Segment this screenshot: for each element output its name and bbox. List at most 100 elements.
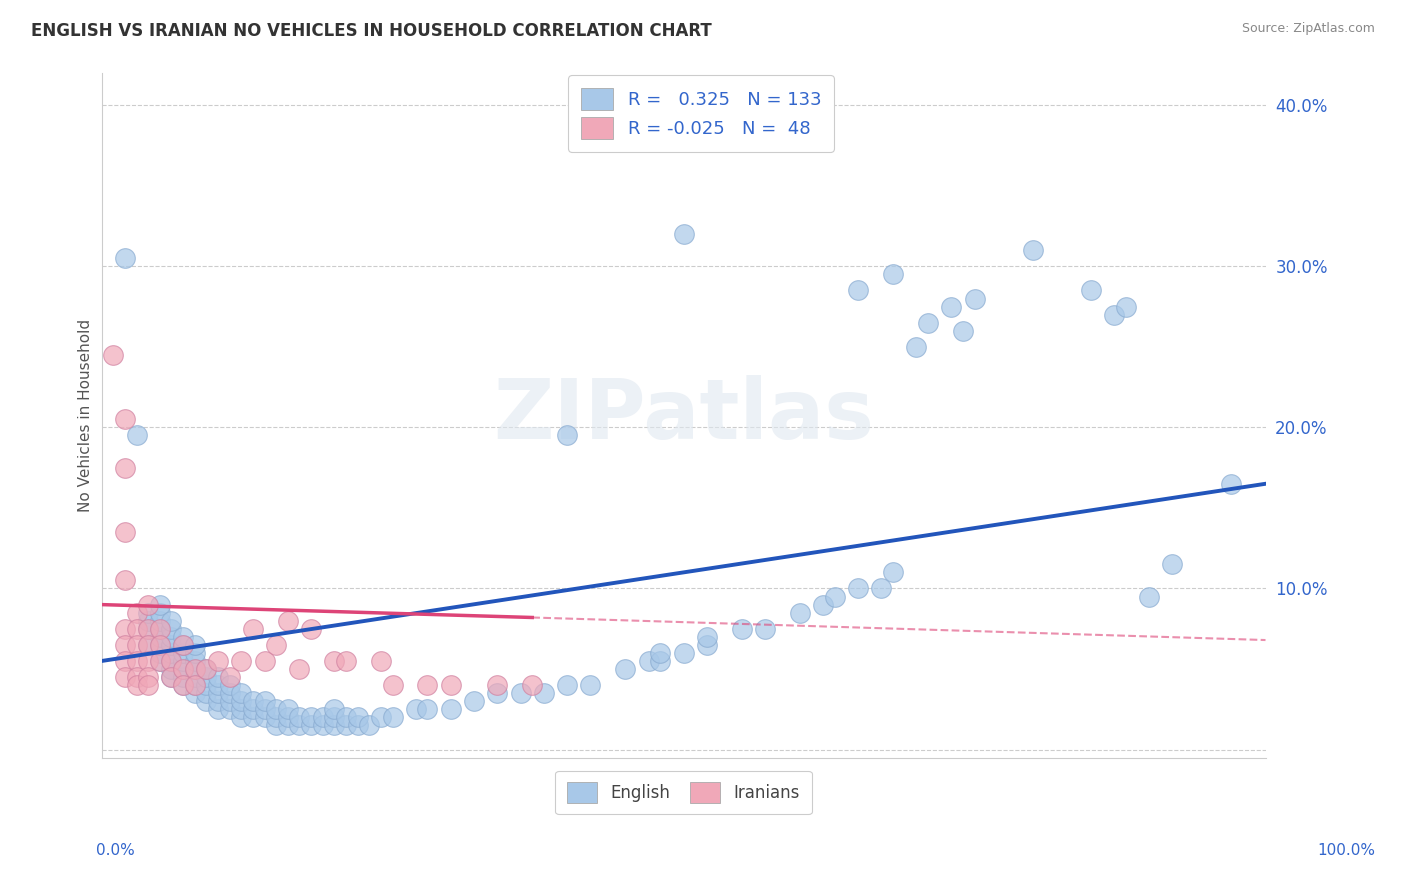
Point bbox=[672, 227, 695, 241]
Point bbox=[195, 686, 218, 700]
Point bbox=[882, 566, 904, 580]
Point bbox=[637, 654, 659, 668]
Text: 0.0%: 0.0% bbox=[96, 843, 135, 858]
Text: ZIPatlas: ZIPatlas bbox=[494, 375, 875, 456]
Point bbox=[114, 622, 136, 636]
Point bbox=[149, 598, 172, 612]
Point bbox=[416, 702, 439, 716]
Point bbox=[136, 670, 159, 684]
Point bbox=[125, 678, 148, 692]
Point bbox=[149, 654, 172, 668]
Point bbox=[870, 582, 893, 596]
Point bbox=[114, 252, 136, 266]
Point bbox=[136, 622, 159, 636]
Point bbox=[555, 428, 578, 442]
Point bbox=[218, 678, 240, 692]
Point bbox=[160, 654, 183, 668]
Point bbox=[195, 678, 218, 692]
Point bbox=[522, 678, 544, 692]
Legend: English, Iranians: English, Iranians bbox=[555, 771, 811, 814]
Point bbox=[136, 638, 159, 652]
Point bbox=[335, 718, 357, 732]
Point bbox=[346, 710, 368, 724]
Point bbox=[183, 686, 205, 700]
Point bbox=[218, 702, 240, 716]
Point bbox=[136, 614, 159, 628]
Point bbox=[136, 622, 159, 636]
Point bbox=[207, 702, 229, 716]
Point bbox=[824, 590, 846, 604]
Point bbox=[207, 686, 229, 700]
Point bbox=[103, 348, 125, 362]
Point bbox=[149, 646, 172, 660]
Point bbox=[149, 630, 172, 644]
Point bbox=[242, 694, 264, 708]
Point bbox=[183, 678, 205, 692]
Point bbox=[288, 710, 311, 724]
Point bbox=[370, 654, 392, 668]
Point bbox=[253, 710, 276, 724]
Point bbox=[195, 662, 218, 676]
Point bbox=[1161, 558, 1184, 572]
Point bbox=[172, 638, 194, 652]
Point bbox=[160, 630, 183, 644]
Point bbox=[1080, 284, 1102, 298]
Point bbox=[253, 694, 276, 708]
Point bbox=[486, 686, 509, 700]
Point bbox=[579, 678, 602, 692]
Point bbox=[172, 670, 194, 684]
Point bbox=[754, 622, 776, 636]
Point bbox=[172, 654, 194, 668]
Point bbox=[650, 654, 672, 668]
Point bbox=[160, 614, 183, 628]
Point bbox=[172, 638, 194, 652]
Point bbox=[136, 678, 159, 692]
Point bbox=[253, 702, 276, 716]
Point bbox=[136, 606, 159, 620]
Point bbox=[917, 316, 939, 330]
Point bbox=[381, 710, 404, 724]
Point bbox=[533, 686, 555, 700]
Point bbox=[149, 622, 172, 636]
Point bbox=[312, 710, 335, 724]
Point bbox=[114, 670, 136, 684]
Point bbox=[264, 718, 287, 732]
Point bbox=[941, 300, 963, 314]
Point bbox=[207, 654, 229, 668]
Point bbox=[277, 718, 299, 732]
Point bbox=[114, 525, 136, 540]
Point bbox=[264, 710, 287, 724]
Point bbox=[672, 646, 695, 660]
Point bbox=[195, 662, 218, 676]
Point bbox=[696, 638, 718, 652]
Point bbox=[813, 598, 835, 612]
Point bbox=[277, 614, 299, 628]
Point bbox=[1115, 300, 1137, 314]
Point bbox=[231, 702, 253, 716]
Point bbox=[183, 638, 205, 652]
Point bbox=[335, 654, 357, 668]
Point bbox=[614, 662, 637, 676]
Point bbox=[160, 670, 183, 684]
Point bbox=[242, 710, 264, 724]
Point bbox=[149, 638, 172, 652]
Point bbox=[789, 606, 811, 620]
Point bbox=[731, 622, 754, 636]
Point bbox=[183, 646, 205, 660]
Point bbox=[416, 678, 439, 692]
Point bbox=[335, 710, 357, 724]
Point bbox=[323, 702, 346, 716]
Point bbox=[288, 662, 311, 676]
Point bbox=[299, 718, 322, 732]
Point bbox=[405, 702, 427, 716]
Point bbox=[149, 606, 172, 620]
Point bbox=[231, 686, 253, 700]
Point bbox=[486, 678, 509, 692]
Point bbox=[253, 654, 276, 668]
Y-axis label: No Vehicles in Household: No Vehicles in Household bbox=[79, 318, 93, 512]
Point bbox=[114, 654, 136, 668]
Point bbox=[299, 710, 322, 724]
Point bbox=[160, 662, 183, 676]
Point bbox=[288, 718, 311, 732]
Point bbox=[160, 670, 183, 684]
